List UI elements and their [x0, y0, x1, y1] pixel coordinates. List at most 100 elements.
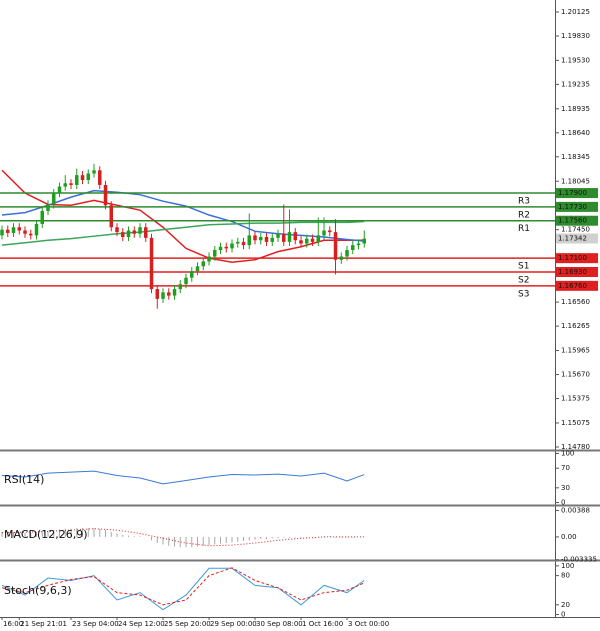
macd-bar	[237, 536, 239, 542]
macd-bar	[18, 532, 20, 537]
candle-body	[52, 193, 56, 205]
candle-body	[184, 277, 188, 285]
y-tick-label: 1.18345	[561, 153, 590, 161]
y-tick-label: -0.003335	[561, 556, 597, 564]
price-box	[556, 188, 598, 199]
candle-body	[282, 233, 286, 242]
macd-bar	[76, 528, 78, 537]
macd-bar	[122, 534, 124, 537]
candle-body	[310, 238, 315, 242]
time-label: 21 Sep 21:01	[20, 620, 67, 628]
y-tick-label: 1.14780	[561, 443, 590, 451]
macd-bar	[191, 536, 193, 548]
candle-body	[328, 230, 332, 233]
macd-bar	[225, 536, 227, 544]
candle-body	[259, 237, 263, 241]
level-price-label: 1.16760	[558, 282, 587, 290]
candle-body	[29, 233, 33, 236]
candle-body	[195, 266, 200, 272]
candle-body	[34, 223, 39, 236]
candle-body	[241, 241, 246, 246]
level-price-label: 1.17730	[558, 203, 587, 211]
macd-bar	[13, 532, 15, 537]
moving-average	[1, 220, 365, 246]
candle-body	[86, 173, 91, 181]
macd-bar	[87, 528, 89, 537]
macd-bar	[352, 536, 354, 538]
candle-body	[356, 243, 361, 246]
y-tick-label: 30	[561, 484, 570, 492]
y-tick-label: 0.00	[561, 533, 577, 541]
candle-body	[264, 237, 269, 242]
candle-body	[63, 183, 68, 187]
macd-bar	[174, 536, 176, 547]
candle-body	[23, 230, 27, 234]
macd-bar	[64, 528, 66, 537]
macd-bar	[335, 536, 337, 538]
moving-average	[1, 169, 365, 263]
macd-bar	[156, 536, 158, 544]
level-price-label: 1.16930	[558, 268, 587, 276]
macd-bar	[41, 531, 43, 537]
candle-body	[339, 256, 344, 260]
candle-body	[115, 227, 119, 233]
y-tick-label: 1.18640	[561, 129, 590, 137]
y-tick-label: 80	[561, 572, 570, 580]
macd-bar	[329, 536, 331, 537]
candle-body	[236, 241, 240, 244]
macd-bar	[105, 530, 107, 537]
candle-body	[218, 246, 223, 251]
level-name: S3	[518, 289, 529, 299]
time-label: 30 Sep 08:00	[256, 620, 303, 628]
macd-bar	[300, 536, 302, 538]
level-name: S1	[518, 262, 529, 272]
time-label: 29 Sep 00:00	[210, 620, 257, 628]
macd-bar	[231, 536, 233, 543]
candle-body	[213, 250, 217, 257]
y-tick-label: 70	[561, 464, 570, 472]
level-name: R3	[518, 197, 530, 207]
macd-bar	[139, 536, 141, 537]
pane-title: Stoch(9,6,3)	[4, 584, 72, 597]
y-tick-label: 20	[561, 601, 570, 609]
y-tick-label: 100	[561, 562, 574, 570]
macd-bar	[168, 536, 170, 546]
time-label: 16:00	[3, 620, 23, 628]
candle-body	[11, 227, 16, 233]
macd-bar	[277, 536, 279, 539]
level-price-label: 1.17560	[558, 217, 587, 225]
candle-body	[109, 205, 114, 228]
price-box	[556, 201, 598, 212]
macd-bar	[220, 536, 222, 544]
macd-bar	[1, 531, 3, 537]
y-tick-label: 1.19830	[561, 32, 590, 40]
candle-body	[40, 210, 45, 224]
macd-bar	[133, 536, 135, 537]
macd-bar	[243, 536, 245, 542]
macd-bar	[162, 536, 164, 545]
candle-body	[126, 230, 131, 238]
candle-body	[155, 289, 160, 299]
level-name: S2	[518, 276, 529, 286]
candle-body	[253, 235, 257, 241]
macd-bar	[128, 535, 130, 537]
candle-body	[299, 240, 303, 244]
candle-body	[230, 243, 234, 249]
candle-body	[362, 238, 367, 244]
macd-bar	[82, 528, 84, 537]
candle-body	[287, 232, 292, 242]
price-box	[556, 280, 598, 291]
candle-body	[75, 175, 79, 185]
macd-bar	[208, 536, 210, 546]
candle-body	[0, 229, 4, 236]
candle-body	[270, 237, 275, 242]
candle-body	[69, 183, 73, 185]
time-label: 25 Sep 20:00	[164, 620, 211, 628]
candle-body	[46, 204, 50, 211]
y-tick-label: 1.15670	[561, 371, 590, 379]
macd-bar	[99, 528, 101, 537]
candle-body	[190, 271, 194, 278]
indicator-line	[1, 567, 365, 611]
